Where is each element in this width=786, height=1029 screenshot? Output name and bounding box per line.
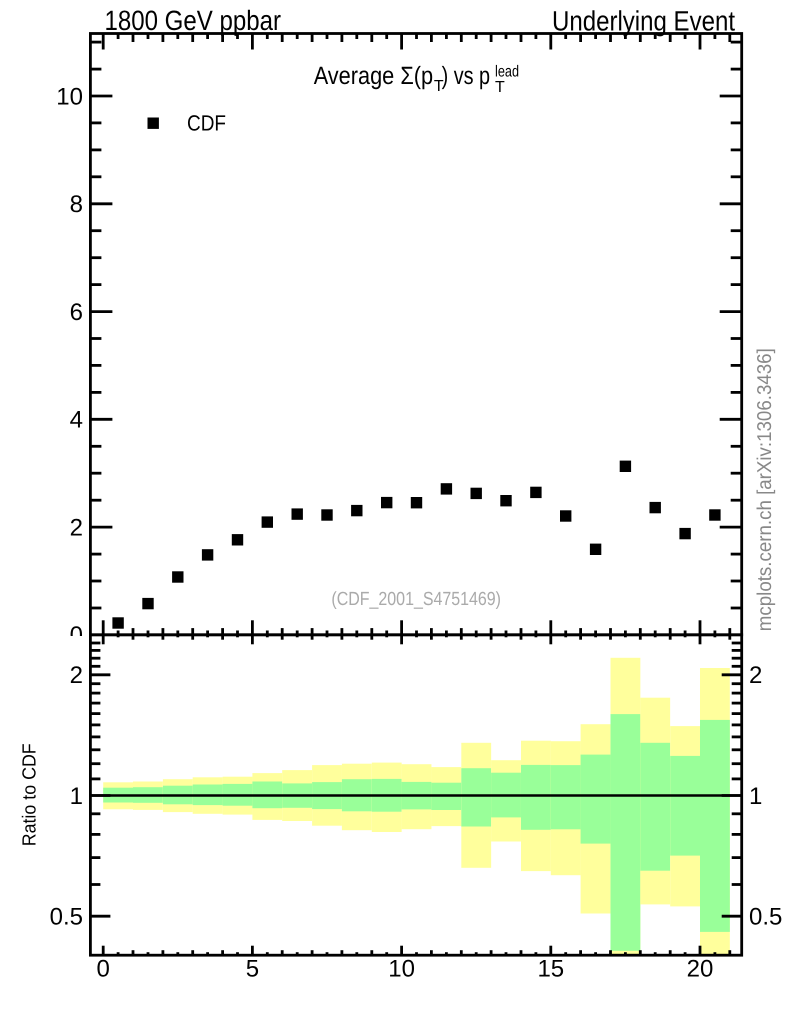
svg-text:8: 8 bbox=[70, 191, 83, 218]
svg-text:mcplots.cern.ch [arXiv:1306.34: mcplots.cern.ch [arXiv:1306.3436] bbox=[754, 348, 776, 631]
svg-text:2: 2 bbox=[70, 514, 83, 541]
svg-text:T: T bbox=[434, 78, 444, 95]
svg-text:20: 20 bbox=[687, 956, 714, 983]
svg-text:CDF: CDF bbox=[187, 110, 226, 135]
svg-text:10: 10 bbox=[56, 83, 83, 110]
svg-text:0: 0 bbox=[97, 956, 110, 983]
svg-text:T: T bbox=[495, 79, 505, 96]
svg-text:4: 4 bbox=[70, 407, 83, 434]
svg-text:2: 2 bbox=[70, 662, 83, 689]
svg-text:1: 1 bbox=[70, 783, 83, 810]
svg-text:Underlying Event: Underlying Event bbox=[552, 5, 735, 36]
svg-text:Ratio to CDF: Ratio to CDF bbox=[20, 743, 41, 846]
svg-text:0: 0 bbox=[70, 622, 83, 649]
svg-text:6: 6 bbox=[70, 299, 83, 326]
svg-text:5: 5 bbox=[246, 956, 259, 983]
svg-text:2: 2 bbox=[749, 662, 762, 689]
svg-text:1: 1 bbox=[749, 783, 762, 810]
svg-text:(CDF_2001_S4751469): (CDF_2001_S4751469) bbox=[331, 589, 501, 610]
svg-text:) vs p: ) vs p bbox=[442, 62, 491, 90]
svg-text:10: 10 bbox=[388, 956, 415, 983]
svg-text:Average Σ(p: Average Σ(p bbox=[314, 62, 433, 90]
svg-text:1800 GeV ppbar: 1800 GeV ppbar bbox=[105, 5, 282, 36]
svg-text:0.5: 0.5 bbox=[50, 904, 83, 931]
svg-text:lead: lead bbox=[495, 64, 519, 81]
svg-text:0.5: 0.5 bbox=[749, 904, 782, 931]
svg-text:15: 15 bbox=[537, 956, 564, 983]
